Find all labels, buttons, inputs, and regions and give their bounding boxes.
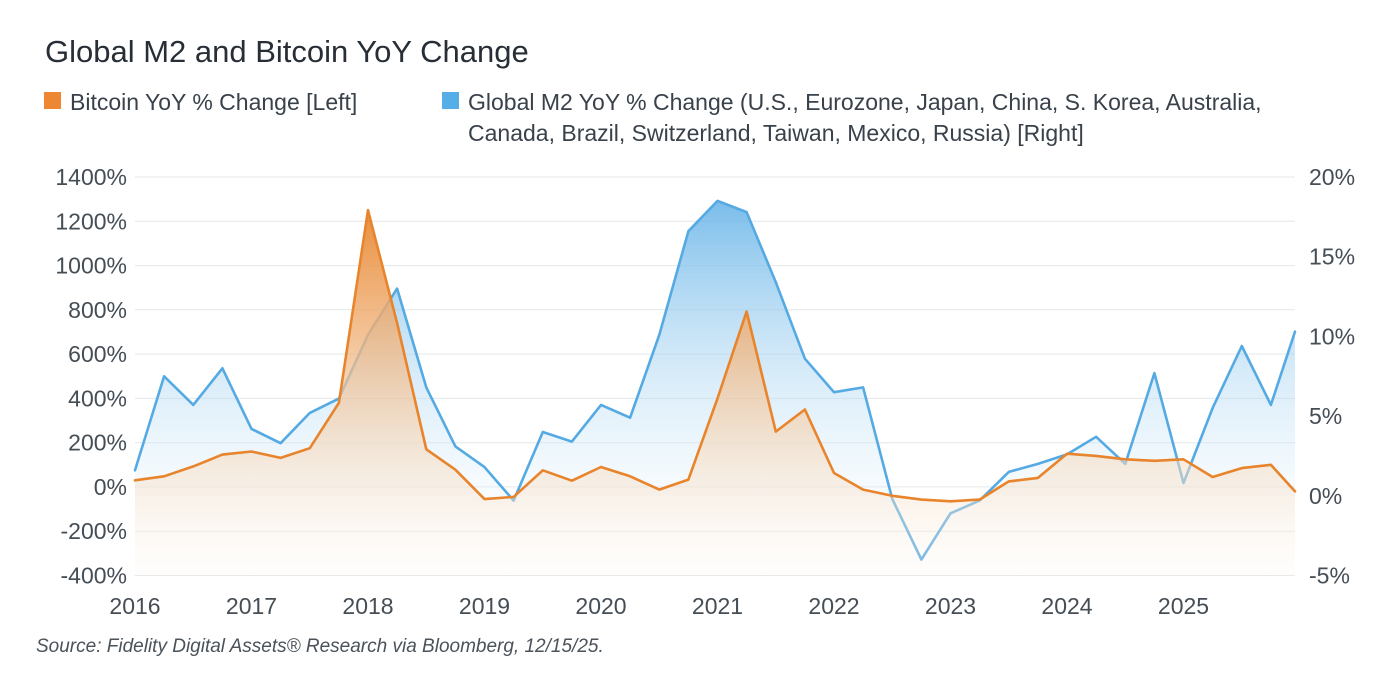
left-axis-tick-label: 0% (94, 474, 127, 500)
right-axis-tick-label: 5% (1309, 403, 1342, 429)
bitcoin-line (133, 208, 1297, 503)
axis-labels: 1400% 1200% 1000% 800% 600% 400% 200% 0% -200% -4… (55, 164, 1355, 619)
left-axis-tick-label: 200% (68, 430, 127, 456)
chart-title: Global M2 and Bitcoin YoY Change (45, 34, 529, 69)
right-axis-tick-label: 15% (1309, 244, 1355, 270)
right-axis-tick-label: 10% (1309, 323, 1355, 349)
legend-item-bitcoin: Bitcoin YoY % Change [Left] (44, 87, 357, 118)
x-axis-year-label: 2020 (575, 593, 626, 619)
m2-line (133, 199, 1297, 561)
x-axis-year-label: 2016 (109, 593, 160, 619)
left-axis-tick-label: -400% (61, 563, 127, 589)
x-axis-year-label: 2022 (808, 593, 859, 619)
bitcoin-legend-label: Bitcoin YoY % Change [Left] (70, 89, 358, 115)
right-axis-tick-label: -5% (1309, 563, 1350, 589)
x-axis-year-label: 2018 (342, 593, 393, 619)
x-axis-year-label: 2025 (1158, 593, 1209, 619)
left-axis-tick-label: 800% (68, 297, 127, 323)
right-axis-tick-label: 0% (1309, 483, 1342, 509)
x-axis-year-label: 2021 (692, 593, 743, 619)
x-axis-year-label: 2023 (925, 593, 976, 619)
left-axis-tick-label: 400% (68, 385, 127, 411)
left-axis-tick-label: 600% (68, 341, 127, 367)
left-axis-tick-label: 1400% (55, 164, 127, 190)
right-axis-tick-label: 20% (1309, 164, 1355, 190)
left-axis-tick-label: 1200% (55, 208, 127, 234)
source-attribution: Source: Fidelity Digital Assets® Researc… (36, 636, 604, 657)
x-axis-year-label: 2017 (226, 593, 277, 619)
x-axis-year-label: 2024 (1041, 593, 1092, 619)
left-axis-tick-label: -200% (61, 518, 127, 544)
x-axis-year-label: 2019 (459, 593, 510, 619)
bitcoin-legend-swatch-icon (44, 92, 61, 109)
m2-legend-swatch-icon (442, 92, 459, 109)
m2-legend-label: Global M2 YoY % Change (U.S., Eurozone, … (468, 89, 1262, 146)
series-areas (133, 199, 1297, 576)
left-axis-tick-label: 1000% (55, 253, 127, 279)
legend-item-m2: Global M2 YoY % Change (U.S., Eurozone, … (442, 87, 1352, 149)
